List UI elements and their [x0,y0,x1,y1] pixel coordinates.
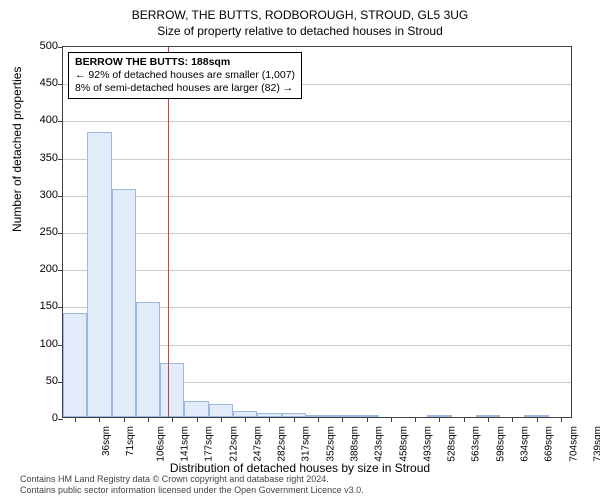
x-tick-mark [245,417,246,422]
x-tick-mark [148,417,149,422]
gridline-h [63,159,571,160]
x-tick-label: 669sqm [544,426,555,462]
gridline-h [63,196,571,197]
attribution-line2: Contains public sector information licen… [20,485,364,496]
x-tick-mark [439,417,440,422]
chart-plot-area [62,46,572,418]
y-tick-mark [58,419,63,420]
x-tick-label: 282sqm [277,426,288,462]
y-tick-mark [58,159,63,160]
x-tick-mark [75,417,76,422]
x-tick-mark [269,417,270,422]
y-tick-label: 150 [28,300,58,312]
y-tick-label: 450 [28,77,58,89]
y-tick-mark [58,233,63,234]
y-tick-label: 100 [28,338,58,350]
x-tick-label: 177sqm [204,426,215,462]
y-tick-label: 500 [28,40,58,52]
histogram-bar [209,404,233,417]
x-tick-label: 739sqm [592,426,600,462]
x-tick-mark [342,417,343,422]
y-tick-mark [58,47,63,48]
x-tick-mark [172,417,173,422]
x-tick-mark [561,417,562,422]
x-tick-mark [124,417,125,422]
gridline-h [63,270,571,271]
x-tick-label: 141sqm [180,426,191,462]
x-tick-label: 388sqm [350,426,361,462]
x-tick-label: 247sqm [252,426,263,462]
y-tick-label: 300 [28,189,58,201]
x-tick-mark [512,417,513,422]
y-tick-mark [58,196,63,197]
x-tick-label: 458sqm [398,426,409,462]
y-tick-mark [58,121,63,122]
y-tick-label: 350 [28,152,58,164]
y-tick-label: 400 [28,114,58,126]
y-tick-mark [58,307,63,308]
x-tick-label: 528sqm [447,426,458,462]
chart-title-main: BERROW, THE BUTTS, RODBOROUGH, STROUD, G… [0,0,600,22]
y-tick-label: 50 [28,375,58,387]
x-tick-label: 71sqm [125,426,136,456]
y-tick-label: 0 [28,412,58,424]
x-tick-label: 634sqm [520,426,531,462]
x-tick-mark [99,417,100,422]
x-tick-label: 106sqm [155,426,166,462]
x-tick-label: 423sqm [374,426,385,462]
histogram-bar [184,401,208,417]
gridline-h [63,233,571,234]
x-tick-mark [537,417,538,422]
attribution-text: Contains HM Land Registry data © Crown c… [20,474,364,497]
x-tick-mark [415,417,416,422]
x-tick-mark [488,417,489,422]
x-tick-label: 212sqm [228,426,239,462]
y-axis-label: Number of detached properties [10,67,24,232]
histogram-bar [87,132,111,417]
x-tick-mark [464,417,465,422]
reference-info-box: BERROW THE BUTTS: 188sqm ← 92% of detach… [68,52,302,99]
histogram-bar [136,302,160,417]
x-tick-label: 563sqm [471,426,482,462]
info-box-line1: ← 92% of detached houses are smaller (1,… [75,69,295,82]
x-tick-mark [367,417,368,422]
x-tick-mark [391,417,392,422]
chart-title-sub: Size of property relative to detached ho… [0,22,600,38]
gridline-h [63,121,571,122]
x-tick-mark [197,417,198,422]
x-tick-label: 704sqm [568,426,579,462]
histogram-bar [112,189,136,417]
y-tick-label: 250 [28,226,58,238]
reference-line [168,47,169,417]
x-tick-mark [221,417,222,422]
x-tick-mark [318,417,319,422]
y-tick-mark [58,270,63,271]
attribution-line1: Contains HM Land Registry data © Crown c… [20,474,364,485]
info-box-title: BERROW THE BUTTS: 188sqm [75,56,295,69]
info-box-line2: 8% of semi-detached houses are larger (8… [75,82,295,95]
x-tick-label: 36sqm [101,426,112,456]
x-tick-label: 598sqm [495,426,506,462]
histogram-bar [63,313,87,417]
histogram-bar [160,363,184,417]
y-tick-label: 200 [28,263,58,275]
y-tick-mark [58,84,63,85]
x-tick-label: 317sqm [301,426,312,462]
x-tick-label: 493sqm [422,426,433,462]
x-tick-mark [294,417,295,422]
x-tick-label: 352sqm [325,426,336,462]
